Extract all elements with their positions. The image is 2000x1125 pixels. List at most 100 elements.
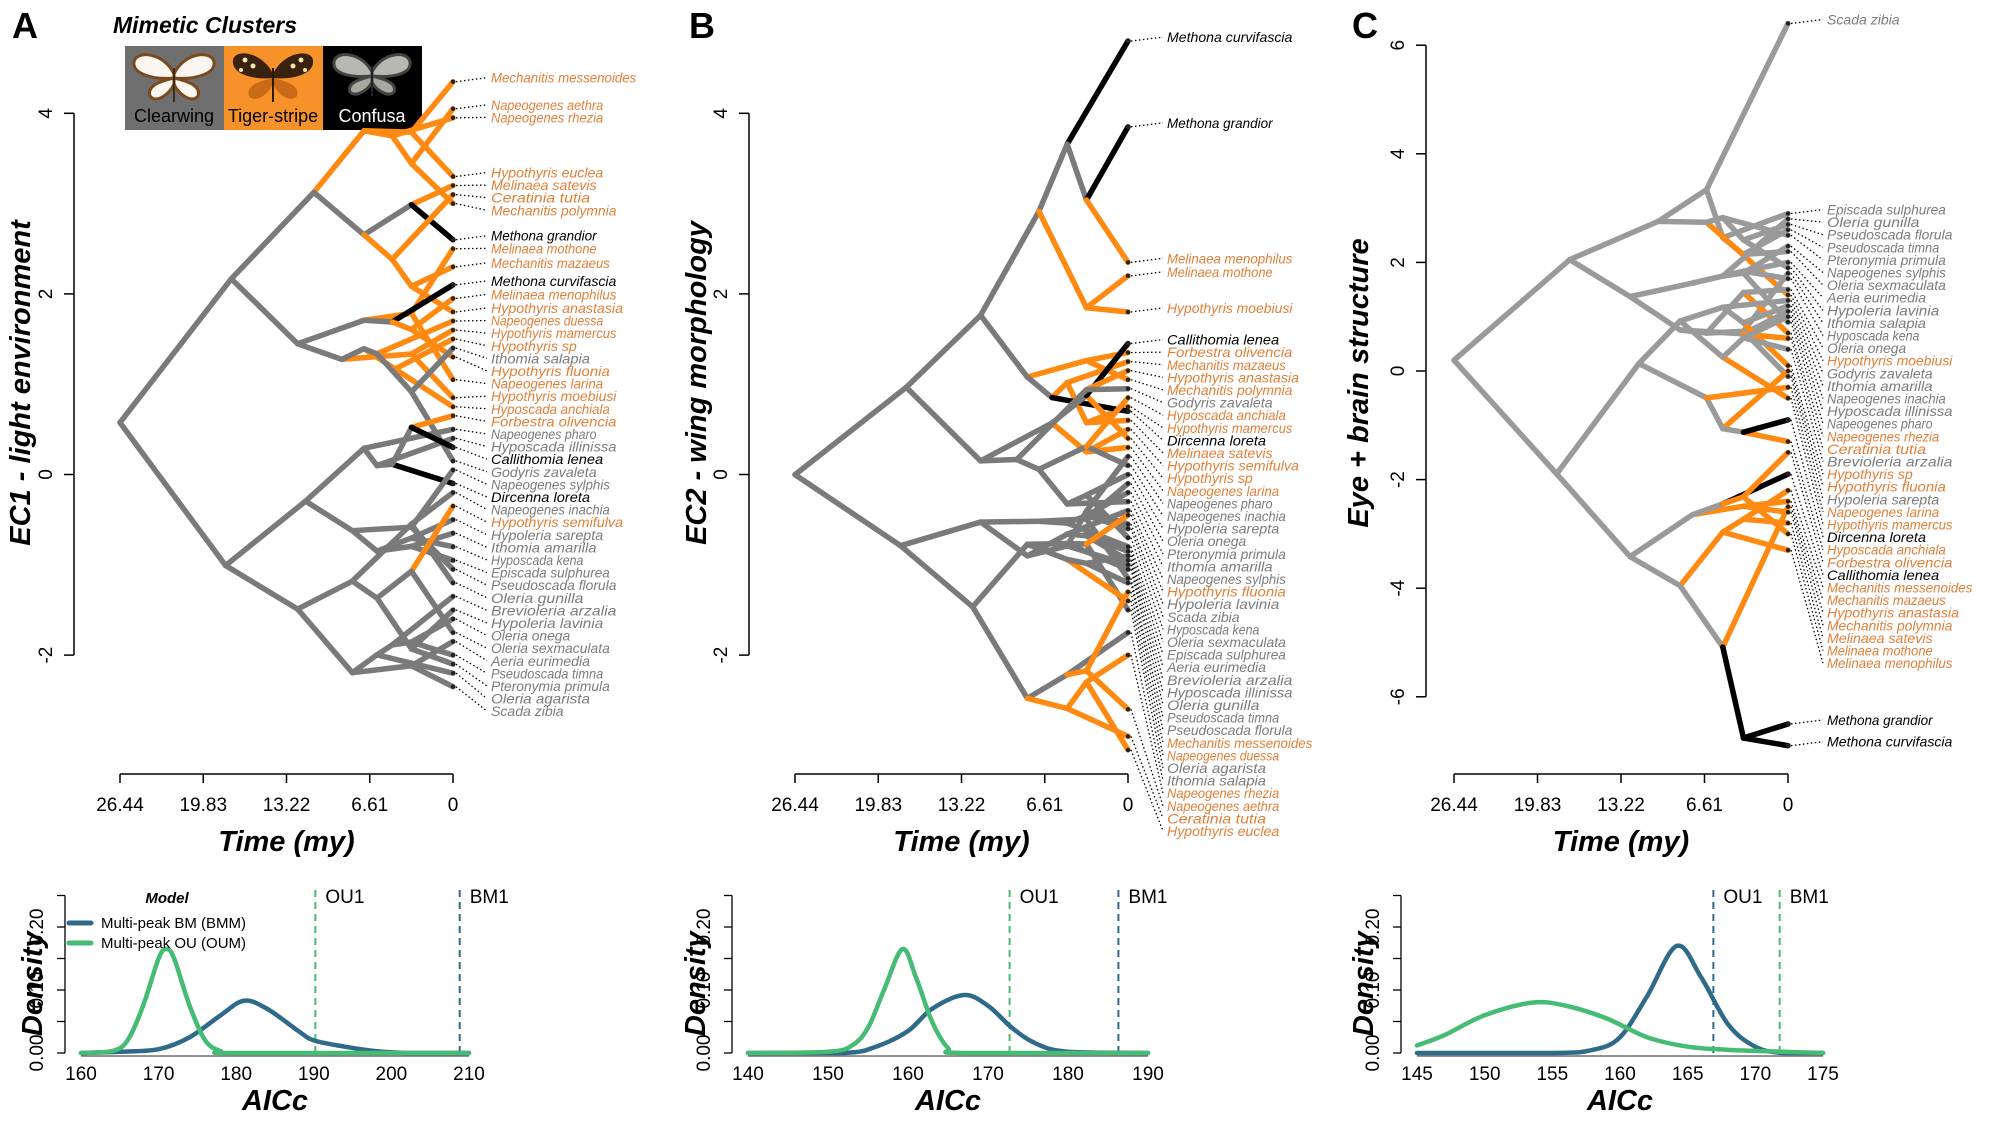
- branch: [1024, 541, 1070, 563]
- branch: [1083, 124, 1131, 203]
- tip-label: Brevioleria arzalia: [1827, 454, 1953, 470]
- tip-connector: [455, 482, 488, 498]
- tip-point: [450, 544, 456, 549]
- tip-connector: [1130, 410, 1164, 441]
- branch: [389, 367, 415, 395]
- tip-point: [1125, 707, 1131, 712]
- tip-point: [1125, 734, 1131, 739]
- tip-point: [1785, 298, 1791, 303]
- tip-point: [1125, 368, 1131, 373]
- tip-connector: [1130, 600, 1164, 756]
- tip-connector: [1130, 456, 1164, 504]
- tip-label: Hypothyris moebiusi: [491, 388, 617, 404]
- tip-point: [1785, 287, 1791, 292]
- tip-label: Hypoleria lavinia: [1167, 596, 1279, 612]
- branch: [1083, 679, 1131, 753]
- tip-point: [1125, 544, 1131, 549]
- tip-point: [1125, 395, 1131, 400]
- time-tick-label: 26.44: [1430, 795, 1478, 816]
- tip-label: Hypothyris sp: [1827, 466, 1913, 482]
- branch: [1566, 218, 1661, 263]
- tip-label: Melinaea mothone: [491, 240, 597, 256]
- tip-point: [450, 327, 456, 333]
- tip-connector: [1790, 218, 1824, 223]
- tip-connector: [1130, 560, 1164, 680]
- branch: [1655, 186, 1710, 225]
- branch: [408, 521, 456, 586]
- tip-label: Oleria gunilla: [1827, 214, 1920, 230]
- tip-connector: [455, 406, 488, 410]
- tip-label: Hypothyris sp: [1167, 470, 1253, 486]
- branch: [1049, 379, 1070, 401]
- tip-label: Oleria agarista: [1167, 760, 1266, 776]
- tip-label: Methona grandior: [1827, 712, 1934, 728]
- tip-point: [450, 616, 456, 622]
- branch: [408, 616, 456, 645]
- tip-label: Dircenna loreta: [491, 489, 590, 505]
- tip-point: [1125, 309, 1131, 315]
- tip-connector: [1790, 245, 1824, 274]
- y-tick-label: -2: [36, 647, 57, 664]
- tip-label: Napeogenes larina: [491, 376, 603, 392]
- branch: [1703, 219, 1791, 298]
- branch: [1740, 303, 1791, 326]
- reference-label: OU1: [1020, 887, 1059, 908]
- tip-point: [1125, 598, 1131, 604]
- tip-point: [1785, 504, 1791, 509]
- time-tick-label: 19.83: [179, 795, 227, 816]
- branch: [1720, 644, 1747, 741]
- tip-connector: [1130, 428, 1164, 466]
- time-tick-label: 0: [1123, 795, 1134, 816]
- branch: [408, 638, 456, 669]
- tip-connector: [1130, 338, 1164, 345]
- tip-label: Napeogenes rhezia: [1167, 785, 1279, 801]
- model-legend: Model Multi-peak BM (BMM) Multi-peak OU (O…: [66, 890, 246, 952]
- branch: [1677, 529, 1726, 589]
- branch: [311, 189, 367, 238]
- tip-label: Brevioleria arzalia: [1167, 672, 1293, 688]
- x-tick-label: 175: [1807, 1064, 1839, 1085]
- tip-point: [450, 106, 456, 111]
- tip-label: Ceratinia tutia: [1827, 441, 1926, 457]
- tip-connector: [1130, 523, 1164, 605]
- tip-label: Melinaea mothone: [1827, 643, 1933, 659]
- y-tick-label: 2: [1388, 257, 1409, 268]
- branch: [1720, 504, 1791, 650]
- tip-label: Melinaea mothone: [1167, 264, 1273, 280]
- tip-point: [1125, 481, 1131, 486]
- tip-label: Hypoleria sarepta: [1827, 491, 1939, 507]
- tip-label: Ceratinia tutia: [491, 190, 590, 206]
- tip-point: [1785, 450, 1791, 455]
- tip-label: Scada zibia: [1827, 11, 1900, 27]
- tip-point: [1125, 553, 1131, 558]
- tip-connector: [1130, 307, 1164, 313]
- tip-label: Mechanitis mazaeus: [1167, 357, 1286, 373]
- tip-point: [450, 115, 456, 121]
- tip-point: [1785, 531, 1791, 537]
- density-curve-series-1: [745, 946, 1151, 1056]
- x-tick-label: 190: [1132, 1064, 1164, 1085]
- tip-point: [1125, 472, 1131, 477]
- tip-label: Hypothyris fluonia: [1827, 479, 1946, 495]
- tip-connector: [455, 235, 488, 241]
- tip-label: Melinaea satevis: [1827, 630, 1933, 646]
- y-tick-label: 0.20: [694, 909, 715, 946]
- y-tick-label: 4: [1388, 148, 1409, 159]
- branch: [1703, 384, 1791, 401]
- tip-connector: [1130, 632, 1164, 781]
- tip-connector: [1790, 370, 1824, 487]
- tip-connector: [455, 202, 488, 211]
- tip-label: Hyposcada illinissa: [1827, 403, 1953, 419]
- tip-connector: [1790, 533, 1824, 651]
- branch: [408, 160, 456, 207]
- tip-point: [450, 354, 456, 360]
- tip-connector: [1130, 397, 1164, 416]
- tip-point: [1785, 309, 1791, 314]
- branch: [1064, 38, 1131, 147]
- tip-label: Mechanitis polymnia: [1167, 382, 1293, 398]
- tip-label: Mechanitis messenoides: [1167, 735, 1312, 751]
- branch: [1627, 553, 1683, 589]
- tip-point: [450, 639, 456, 644]
- legend-title: Model: [145, 890, 189, 907]
